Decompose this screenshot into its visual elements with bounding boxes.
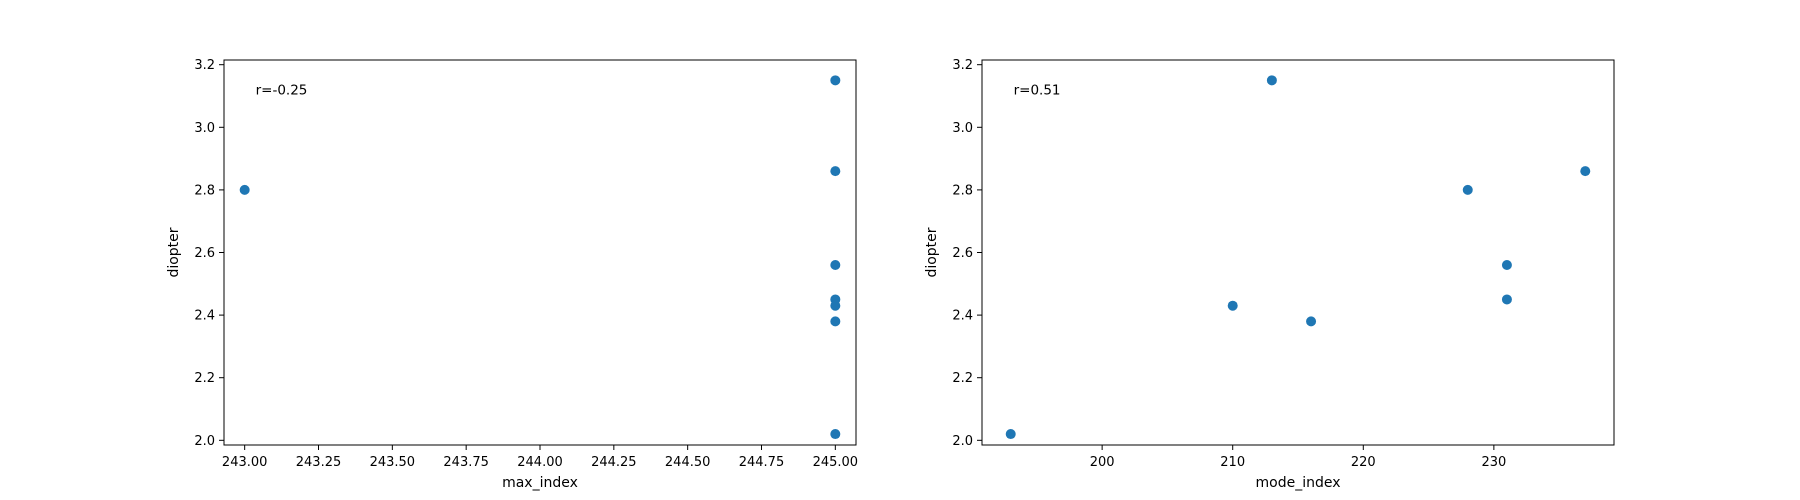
scatter-point xyxy=(1501,294,1512,305)
y-tick-label: 2.0 xyxy=(194,434,215,449)
x-tick-label: 244.50 xyxy=(665,455,711,470)
scatter-point xyxy=(830,75,841,86)
scatter-point xyxy=(830,260,841,271)
x-axis-label: max_index xyxy=(502,475,578,491)
scatter-point xyxy=(830,316,841,327)
y-tick-label: 2.8 xyxy=(952,183,973,198)
x-tick-label: 200 xyxy=(1090,455,1115,470)
data-points xyxy=(239,75,841,440)
data-points xyxy=(1005,75,1591,440)
scatter-point xyxy=(1462,184,1473,195)
x-tick-label: 220 xyxy=(1351,455,1376,470)
x-tick-label: 244.25 xyxy=(591,455,637,470)
scatter-point xyxy=(1005,429,1016,440)
scatter-plot-mode-index: 2.0 2.2 2.4 2.6 2.8 3.0 3.2 200 210 220 230 r=0.5… xyxy=(924,58,1615,491)
scatter-point xyxy=(830,300,841,311)
y-tick-label: 3.2 xyxy=(194,58,215,73)
scatter-point xyxy=(1266,75,1277,86)
y-axis-label: diopter xyxy=(166,227,182,277)
y-tick-label: 2.4 xyxy=(194,309,215,324)
x-tick-label: 244.00 xyxy=(517,455,563,470)
y-tick-label: 2.0 xyxy=(952,434,973,449)
scatter-point xyxy=(830,429,841,440)
y-tick-label: 2.8 xyxy=(194,183,215,198)
x-tick-label: 244.75 xyxy=(739,455,785,470)
x-axis-label: mode_index xyxy=(1255,475,1340,491)
y-axis-ticks: 2.0 2.2 2.4 2.6 2.8 3.0 3.2 xyxy=(952,58,982,449)
x-tick-label: 245.00 xyxy=(813,455,859,470)
y-tick-label: 2.2 xyxy=(952,371,973,386)
y-tick-label: 3.0 xyxy=(952,121,973,136)
scatter-point xyxy=(1227,300,1238,311)
x-tick-label: 243.00 xyxy=(222,455,268,470)
scatter-point xyxy=(830,166,841,177)
y-tick-label: 2.4 xyxy=(952,309,973,324)
scatter-plot-max-index: 2.0 2.2 2.4 2.6 2.8 3.0 3.2 243.00 243.25 243.50… xyxy=(166,58,858,491)
scatter-point xyxy=(1580,166,1591,177)
y-axis-ticks: 2.0 2.2 2.4 2.6 2.8 3.0 3.2 xyxy=(194,58,224,449)
correlation-annotation: r=-0.25 xyxy=(256,83,308,99)
y-tick-label: 3.0 xyxy=(194,121,215,136)
y-tick-label: 2.6 xyxy=(194,246,215,261)
x-axis-ticks: 243.00 243.25 243.50 243.75 244.00 244.25 244.… xyxy=(222,445,858,470)
x-tick-label: 243.50 xyxy=(370,455,416,470)
x-tick-label: 230 xyxy=(1481,455,1506,470)
x-tick-label: 243.75 xyxy=(443,455,489,470)
scatter-point xyxy=(239,184,250,195)
y-axis-label: diopter xyxy=(924,227,940,277)
x-axis-ticks: 200 210 220 230 xyxy=(1090,445,1506,470)
y-tick-label: 3.2 xyxy=(952,58,973,73)
scatter-point xyxy=(1306,316,1317,327)
y-tick-label: 2.6 xyxy=(952,246,973,261)
x-tick-label: 243.25 xyxy=(296,455,342,470)
y-tick-label: 2.2 xyxy=(194,371,215,386)
scatter-point xyxy=(1501,260,1512,271)
x-tick-label: 210 xyxy=(1220,455,1245,470)
correlation-annotation: r=0.51 xyxy=(1014,83,1061,99)
